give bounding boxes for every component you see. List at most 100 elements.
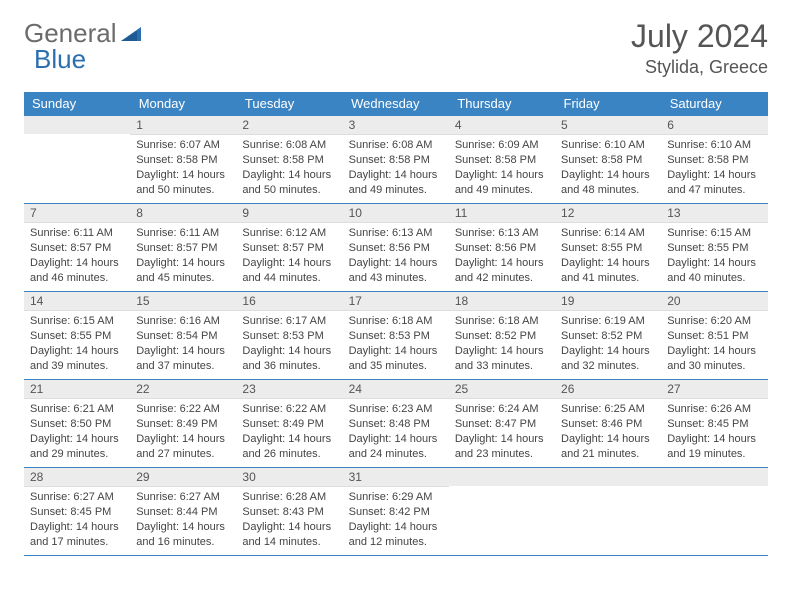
calendar-week-row: 14Sunrise: 6:15 AMSunset: 8:55 PMDayligh… — [24, 292, 768, 380]
calendar-cell: 29Sunrise: 6:27 AMSunset: 8:44 PMDayligh… — [130, 468, 236, 556]
day-number-bar: 25 — [449, 380, 555, 399]
day-content: Sunrise: 6:10 AMSunset: 8:58 PMDaylight:… — [555, 135, 661, 201]
calendar-cell: 5Sunrise: 6:10 AMSunset: 8:58 PMDaylight… — [555, 116, 661, 204]
weekday-header: Monday — [130, 92, 236, 116]
day-number-bar: 26 — [555, 380, 661, 399]
weekday-header: Sunday — [24, 92, 130, 116]
calendar-cell: 28Sunrise: 6:27 AMSunset: 8:45 PMDayligh… — [24, 468, 130, 556]
day-number-bar: 23 — [236, 380, 342, 399]
day-number-bar: 14 — [24, 292, 130, 311]
calendar-cell: 17Sunrise: 6:18 AMSunset: 8:53 PMDayligh… — [343, 292, 449, 380]
day-number-bar: 15 — [130, 292, 236, 311]
calendar-cell — [449, 468, 555, 556]
day-content: Sunrise: 6:27 AMSunset: 8:45 PMDaylight:… — [24, 487, 130, 553]
day-content: Sunrise: 6:17 AMSunset: 8:53 PMDaylight:… — [236, 311, 342, 377]
title-block: July 2024 Stylida, Greece — [631, 18, 768, 78]
day-content: Sunrise: 6:10 AMSunset: 8:58 PMDaylight:… — [661, 135, 767, 201]
logo-triangle-icon — [121, 25, 145, 43]
day-number-bar: 22 — [130, 380, 236, 399]
day-number-bar: 9 — [236, 204, 342, 223]
day-content: Sunrise: 6:21 AMSunset: 8:50 PMDaylight:… — [24, 399, 130, 465]
day-number-bar: 13 — [661, 204, 767, 223]
calendar-cell: 10Sunrise: 6:13 AMSunset: 8:56 PMDayligh… — [343, 204, 449, 292]
header: General July 2024 Stylida, Greece — [24, 18, 768, 78]
day-content: Sunrise: 6:07 AMSunset: 8:58 PMDaylight:… — [130, 135, 236, 201]
day-content: Sunrise: 6:13 AMSunset: 8:56 PMDaylight:… — [449, 223, 555, 289]
day-number-bar: 16 — [236, 292, 342, 311]
calendar-cell: 7Sunrise: 6:11 AMSunset: 8:57 PMDaylight… — [24, 204, 130, 292]
day-content: Sunrise: 6:20 AMSunset: 8:51 PMDaylight:… — [661, 311, 767, 377]
day-number-bar: 2 — [236, 116, 342, 135]
day-content: Sunrise: 6:11 AMSunset: 8:57 PMDaylight:… — [130, 223, 236, 289]
day-content: Sunrise: 6:09 AMSunset: 8:58 PMDaylight:… — [449, 135, 555, 201]
calendar-cell: 24Sunrise: 6:23 AMSunset: 8:48 PMDayligh… — [343, 380, 449, 468]
calendar-cell: 25Sunrise: 6:24 AMSunset: 8:47 PMDayligh… — [449, 380, 555, 468]
day-number-bar: 19 — [555, 292, 661, 311]
calendar-cell: 1Sunrise: 6:07 AMSunset: 8:58 PMDaylight… — [130, 116, 236, 204]
weekday-header: Friday — [555, 92, 661, 116]
day-content: Sunrise: 6:25 AMSunset: 8:46 PMDaylight:… — [555, 399, 661, 465]
weekday-header: Tuesday — [236, 92, 342, 116]
calendar-cell: 8Sunrise: 6:11 AMSunset: 8:57 PMDaylight… — [130, 204, 236, 292]
day-content: Sunrise: 6:16 AMSunset: 8:54 PMDaylight:… — [130, 311, 236, 377]
weekday-header: Thursday — [449, 92, 555, 116]
calendar-cell: 2Sunrise: 6:08 AMSunset: 8:58 PMDaylight… — [236, 116, 342, 204]
day-number-bar: 29 — [130, 468, 236, 487]
day-number-bar: 3 — [343, 116, 449, 135]
month-title: July 2024 — [631, 18, 768, 55]
calendar-cell: 20Sunrise: 6:20 AMSunset: 8:51 PMDayligh… — [661, 292, 767, 380]
location: Stylida, Greece — [631, 57, 768, 78]
day-number-bar: 27 — [661, 380, 767, 399]
day-content: Sunrise: 6:24 AMSunset: 8:47 PMDaylight:… — [449, 399, 555, 465]
calendar-table: SundayMondayTuesdayWednesdayThursdayFrid… — [24, 92, 768, 556]
day-number-bar: 1 — [130, 116, 236, 135]
day-content: Sunrise: 6:08 AMSunset: 8:58 PMDaylight:… — [343, 135, 449, 201]
day-number-bar: 10 — [343, 204, 449, 223]
day-number-bar: 18 — [449, 292, 555, 311]
calendar-cell: 22Sunrise: 6:22 AMSunset: 8:49 PMDayligh… — [130, 380, 236, 468]
calendar-cell: 19Sunrise: 6:19 AMSunset: 8:52 PMDayligh… — [555, 292, 661, 380]
day-content: Sunrise: 6:14 AMSunset: 8:55 PMDaylight:… — [555, 223, 661, 289]
calendar-cell: 31Sunrise: 6:29 AMSunset: 8:42 PMDayligh… — [343, 468, 449, 556]
day-content: Sunrise: 6:08 AMSunset: 8:58 PMDaylight:… — [236, 135, 342, 201]
empty-day-bar — [24, 116, 130, 134]
empty-day-bar — [449, 468, 555, 486]
day-content: Sunrise: 6:19 AMSunset: 8:52 PMDaylight:… — [555, 311, 661, 377]
calendar-week-row: 28Sunrise: 6:27 AMSunset: 8:45 PMDayligh… — [24, 468, 768, 556]
day-number-bar: 28 — [24, 468, 130, 487]
calendar-cell — [555, 468, 661, 556]
day-content: Sunrise: 6:15 AMSunset: 8:55 PMDaylight:… — [661, 223, 767, 289]
calendar-cell: 21Sunrise: 6:21 AMSunset: 8:50 PMDayligh… — [24, 380, 130, 468]
day-number-bar: 31 — [343, 468, 449, 487]
calendar-cell: 4Sunrise: 6:09 AMSunset: 8:58 PMDaylight… — [449, 116, 555, 204]
calendar-cell: 13Sunrise: 6:15 AMSunset: 8:55 PMDayligh… — [661, 204, 767, 292]
logo-text-blue: Blue — [34, 44, 86, 75]
day-content: Sunrise: 6:26 AMSunset: 8:45 PMDaylight:… — [661, 399, 767, 465]
calendar-cell: 12Sunrise: 6:14 AMSunset: 8:55 PMDayligh… — [555, 204, 661, 292]
calendar-cell: 14Sunrise: 6:15 AMSunset: 8:55 PMDayligh… — [24, 292, 130, 380]
calendar-cell: 3Sunrise: 6:08 AMSunset: 8:58 PMDaylight… — [343, 116, 449, 204]
day-number-bar: 24 — [343, 380, 449, 399]
day-number-bar: 20 — [661, 292, 767, 311]
day-number-bar: 5 — [555, 116, 661, 135]
day-number-bar: 7 — [24, 204, 130, 223]
day-content: Sunrise: 6:12 AMSunset: 8:57 PMDaylight:… — [236, 223, 342, 289]
day-number-bar: 6 — [661, 116, 767, 135]
day-number-bar: 8 — [130, 204, 236, 223]
calendar-week-row: 7Sunrise: 6:11 AMSunset: 8:57 PMDaylight… — [24, 204, 768, 292]
calendar-cell: 16Sunrise: 6:17 AMSunset: 8:53 PMDayligh… — [236, 292, 342, 380]
weekday-header: Saturday — [661, 92, 767, 116]
day-content: Sunrise: 6:23 AMSunset: 8:48 PMDaylight:… — [343, 399, 449, 465]
calendar-cell: 26Sunrise: 6:25 AMSunset: 8:46 PMDayligh… — [555, 380, 661, 468]
day-number-bar: 12 — [555, 204, 661, 223]
calendar-cell: 23Sunrise: 6:22 AMSunset: 8:49 PMDayligh… — [236, 380, 342, 468]
day-number-bar: 30 — [236, 468, 342, 487]
calendar-cell: 15Sunrise: 6:16 AMSunset: 8:54 PMDayligh… — [130, 292, 236, 380]
calendar-header-row: SundayMondayTuesdayWednesdayThursdayFrid… — [24, 92, 768, 116]
day-content: Sunrise: 6:11 AMSunset: 8:57 PMDaylight:… — [24, 223, 130, 289]
calendar-cell — [661, 468, 767, 556]
calendar-cell: 11Sunrise: 6:13 AMSunset: 8:56 PMDayligh… — [449, 204, 555, 292]
calendar-cell — [24, 116, 130, 204]
calendar-cell: 27Sunrise: 6:26 AMSunset: 8:45 PMDayligh… — [661, 380, 767, 468]
calendar-week-row: 1Sunrise: 6:07 AMSunset: 8:58 PMDaylight… — [24, 116, 768, 204]
